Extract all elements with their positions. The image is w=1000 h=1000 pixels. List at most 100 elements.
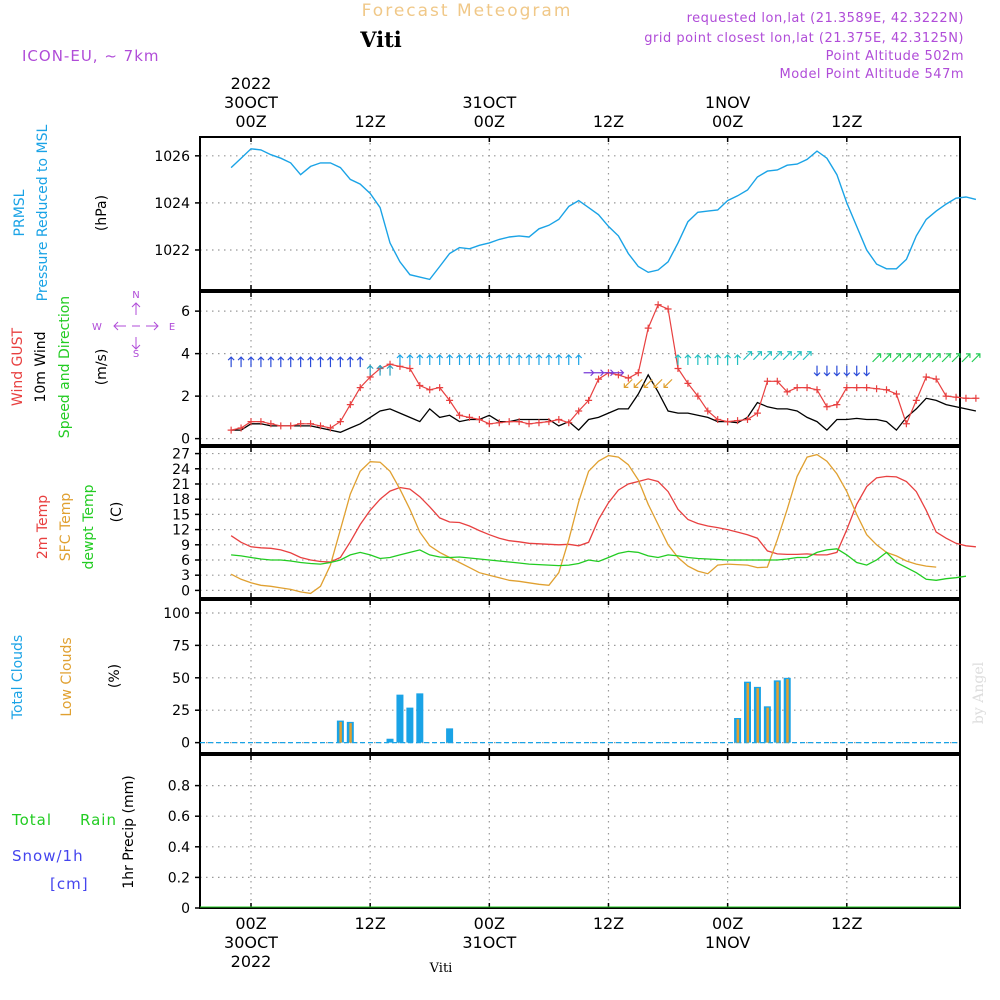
gust-marker xyxy=(883,386,891,394)
wind-arrow-icon xyxy=(277,356,285,368)
wind-arrow-icon xyxy=(475,354,483,365)
prmsl-desc-label: Pressure Reduced to MSL xyxy=(35,124,51,301)
temp-unit: (C) xyxy=(109,502,125,523)
wind-arrow-icon xyxy=(802,351,812,361)
gust-marker xyxy=(287,422,295,430)
grid-point-coords: grid point closest lon,lat (21.375E, 42.… xyxy=(644,31,964,46)
wind-arrow-icon xyxy=(227,356,235,368)
dewpt-label: dewpt Temp xyxy=(81,484,97,569)
temp2m-label: 2m Temp xyxy=(35,495,51,559)
panel-frame xyxy=(199,136,961,291)
time-axis-label: 1NOV xyxy=(705,933,750,952)
gust-marker xyxy=(912,396,920,404)
gust-marker xyxy=(575,407,583,415)
time-axis-label: 12Z xyxy=(831,914,862,933)
gust-marker xyxy=(853,384,861,392)
low-clouds-bar xyxy=(746,682,749,743)
time-axis-label: 2022 xyxy=(231,74,272,93)
wind-arrow-icon xyxy=(823,365,831,377)
wind-arrow-icon xyxy=(872,353,882,363)
gust-marker xyxy=(416,382,424,389)
wind-arrow-icon xyxy=(653,378,663,388)
grid xyxy=(200,137,960,290)
gust-marker xyxy=(823,403,831,411)
rain-label: Rain xyxy=(80,811,117,829)
panel-4: 0 0.2 0.4 0.6 0.8 xyxy=(168,754,961,917)
gust-marker xyxy=(724,418,732,426)
wind-arrow-icon xyxy=(911,353,921,363)
gust-marker xyxy=(902,420,910,428)
gust-marker xyxy=(962,394,970,402)
watermark: by Angel xyxy=(971,661,987,724)
gust-marker xyxy=(535,419,543,427)
compass-w: W xyxy=(92,322,102,333)
panel-1: 0 2 4 6 xyxy=(181,291,981,448)
panel-frame xyxy=(199,599,961,754)
time-axis-label: 12Z xyxy=(593,914,624,933)
time-axis-label: 00Z xyxy=(474,914,505,933)
wind-arrow-icon xyxy=(921,353,931,363)
wind-arrow-icon xyxy=(555,354,563,365)
wind-arrow-icon xyxy=(613,369,625,377)
y-tick-label: 100 xyxy=(163,606,190,622)
time-axis-label: 00Z xyxy=(235,112,266,131)
wind10m-label: 10m Wind xyxy=(33,331,49,402)
time-axis-label: 1NOV xyxy=(705,93,750,112)
gust-marker xyxy=(664,305,672,313)
wind-arrow-icon xyxy=(813,365,821,377)
time-axis-label: 00Z xyxy=(474,112,505,131)
gust-marker xyxy=(505,418,513,426)
forecast-title: Forecast Meteogram xyxy=(362,1,573,21)
gust-marker xyxy=(763,377,771,385)
gust-marker xyxy=(972,394,980,402)
y-tick-label: 15 xyxy=(172,507,190,523)
wind-arrow-icon xyxy=(792,351,802,361)
gust-marker xyxy=(922,373,930,381)
y-tick-label: 0.6 xyxy=(168,809,190,825)
gust-marker xyxy=(585,396,593,404)
requested-coords: requested lon,lat (21.3589E, 42.3222N) xyxy=(687,11,964,26)
low-clouds-bar xyxy=(766,707,769,743)
y-tick-label: 1022 xyxy=(154,243,190,259)
gust-marker xyxy=(267,420,275,428)
y-tick-label: 50 xyxy=(172,671,190,687)
series-temp2m-line xyxy=(230,475,976,563)
wind-arrow-icon xyxy=(575,354,583,365)
gust-marker xyxy=(237,424,245,432)
wind-arrow-icon xyxy=(961,353,971,363)
gust-marker xyxy=(446,396,454,404)
wind-arrow-icon xyxy=(971,353,981,363)
y-tick-label: 0 xyxy=(181,901,190,917)
y-tick-label: 0 xyxy=(181,432,190,448)
gust-marker xyxy=(942,392,950,400)
gust-marker xyxy=(257,418,265,426)
gust-marker xyxy=(803,384,811,392)
gust-marker xyxy=(624,374,632,382)
wind-panel-labels: Wind GUST 10m Wind Speed and Direction (… xyxy=(10,290,175,438)
y-tick-label: 27 xyxy=(172,447,190,463)
wind-arrow-icon xyxy=(336,356,344,368)
wind-arrow-icon xyxy=(901,353,911,363)
gust-marker xyxy=(734,417,742,425)
low-clouds-bar xyxy=(756,688,759,743)
wind-arrow-icon xyxy=(356,356,364,368)
time-axis-label: 00Z xyxy=(235,914,266,933)
snow-label: Snow/1h xyxy=(12,847,84,865)
total-clouds-bar xyxy=(396,694,404,743)
model-label: ICON-EU, ~ 7km xyxy=(22,47,160,65)
wind-arrow-icon xyxy=(565,354,573,365)
wind-arrow-icon xyxy=(663,378,673,388)
wind-arrow-icon xyxy=(892,353,902,363)
y-tick-label: 2 xyxy=(181,389,190,405)
panel-0: 1022 1024 1026 xyxy=(154,136,977,291)
wind-arrow-icon xyxy=(525,354,533,365)
time-axis-label: 12Z xyxy=(593,112,624,131)
y-tick-label: 0.8 xyxy=(168,779,190,795)
total-clouds-bar xyxy=(446,728,454,743)
wind-arrow-icon xyxy=(545,354,553,365)
series-prmsl-line xyxy=(230,148,977,281)
wind-arrow-icon xyxy=(237,356,245,368)
wind-arrow-icon xyxy=(833,365,841,377)
wind-arrow-icon xyxy=(495,354,503,365)
